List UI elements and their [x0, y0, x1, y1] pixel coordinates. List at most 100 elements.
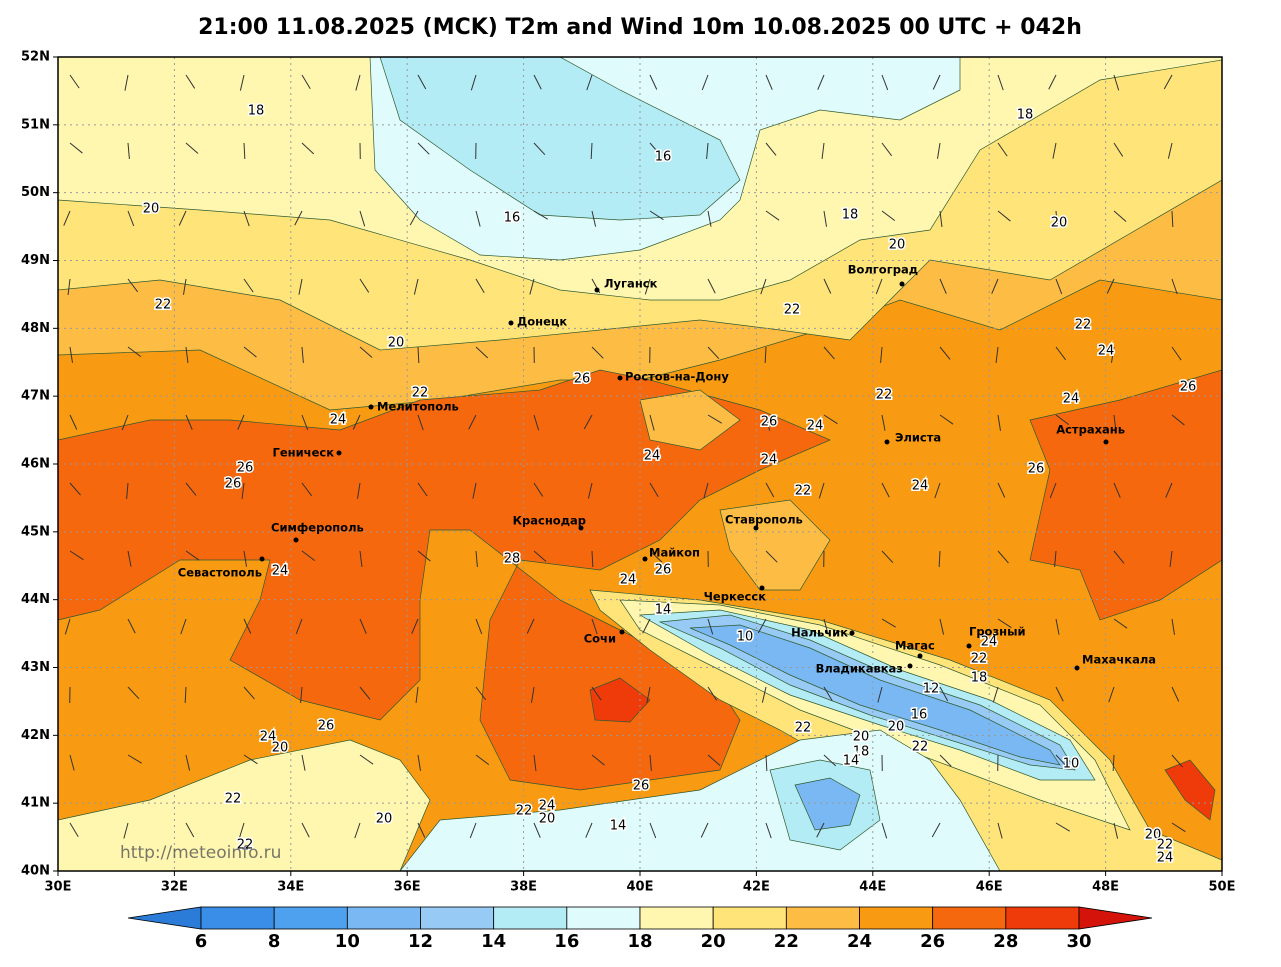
x-tick-label: 48E — [1092, 880, 1119, 895]
contour-label: 20 — [272, 741, 289, 756]
contour-label: 26 — [761, 415, 778, 430]
colorbar-label: 6 — [195, 931, 208, 952]
contour-label: 26 — [655, 563, 672, 578]
colorbar-box — [421, 907, 494, 929]
city-dot — [260, 557, 265, 562]
city-label: Махачкала — [1082, 653, 1156, 667]
y-tick-label: 43N — [21, 660, 50, 675]
title: 21:00 11.08.2025 (MCK) T2m and Wind 10m … — [198, 15, 1082, 40]
contour-label: 22 — [155, 298, 172, 313]
city-label: Мелитополь — [377, 400, 459, 414]
city-label: Ставрополь — [725, 513, 803, 527]
contour-label: 26 — [633, 779, 650, 794]
colorbar-box — [933, 907, 1006, 929]
contour-label: 26 — [1028, 462, 1045, 477]
y-tick-label: 44N — [21, 592, 50, 607]
colorbar-label: 22 — [774, 931, 799, 952]
y-tick-label: 50N — [21, 185, 50, 200]
city-label: Луганск — [604, 277, 658, 291]
colorbar-box — [713, 907, 786, 929]
city-label: Симферополь — [271, 521, 364, 535]
contour-label: 24 — [330, 413, 347, 428]
city-label: Краснодар — [513, 514, 586, 528]
watermark: http://meteoinfo.ru — [120, 843, 281, 863]
contour-label: 14 — [655, 603, 672, 618]
city-label: Владикавказ — [816, 662, 903, 676]
city-label: Элиста — [895, 431, 941, 445]
city-label: Грозный — [969, 625, 1026, 639]
contour-label: 20 — [1051, 216, 1068, 231]
contour-label: 14 — [610, 819, 627, 834]
y-tick-label: 41N — [21, 796, 50, 811]
contour-label: 22 — [1075, 318, 1092, 333]
city-label: Ростов-на-Дону — [625, 370, 729, 384]
colorbar-label: 12 — [408, 931, 433, 952]
x-tick-label: 40E — [627, 880, 654, 895]
contour-label: 24 — [761, 453, 778, 468]
y-tick-label: 40N — [21, 864, 50, 879]
contour-label: 26 — [225, 477, 242, 492]
x-tick-label: 30E — [45, 880, 72, 895]
city-label: Волгоград — [848, 263, 918, 277]
colorbar-box — [860, 907, 933, 929]
city-label: Магас — [895, 639, 935, 653]
colorbar-label: 30 — [1066, 931, 1091, 952]
contour-label: 22 — [795, 484, 812, 499]
contour-label: 16 — [911, 708, 928, 723]
contour-label: 20 — [888, 720, 905, 735]
city-dot — [369, 405, 374, 410]
city-dot — [620, 630, 625, 635]
colorbar-label: 18 — [627, 931, 652, 952]
contour-label: 18 — [248, 104, 265, 119]
x-tick-label: 44E — [859, 880, 886, 895]
contour-label: 24 — [1063, 392, 1080, 407]
city-dot — [337, 451, 342, 456]
city-dot — [850, 631, 855, 636]
colorbar-over — [1079, 907, 1152, 929]
colorbar-label: 10 — [335, 931, 360, 952]
city-dot — [294, 538, 299, 543]
contour-label: 22 — [412, 386, 429, 401]
x-tick-label: 36E — [394, 880, 421, 895]
contour-label: 24 — [272, 564, 289, 579]
contour-label: 22 — [784, 303, 801, 318]
colorbar-box — [1006, 907, 1079, 929]
contour-label: 20 — [889, 238, 906, 253]
contour-label: 24 — [912, 479, 929, 494]
contour-label: 22 — [225, 792, 242, 807]
contour-label: 10 — [737, 630, 754, 645]
city-label: Сочи — [584, 632, 616, 646]
colorbar-box — [786, 907, 859, 929]
y-tick-label: 52N — [21, 50, 50, 65]
city-dot — [885, 440, 890, 445]
y-tick-label: 45N — [21, 524, 50, 539]
contour-label: 24 — [620, 573, 637, 588]
contour-label: 16 — [504, 211, 521, 226]
contour-label: 22 — [912, 740, 929, 755]
contour-label: 24 — [1098, 344, 1115, 359]
colorbar-box — [494, 907, 567, 929]
city-label: Геническ — [273, 446, 335, 460]
city-dot — [967, 644, 972, 649]
contour-label: 16 — [655, 150, 672, 165]
contour-label: 22 — [876, 388, 893, 403]
colorbar-box — [347, 907, 420, 929]
contour-label: 18 — [1017, 108, 1034, 123]
city-label: Севастополь — [178, 566, 262, 580]
x-tick-label: 32E — [161, 880, 188, 895]
x-tick-label: 50E — [1209, 880, 1236, 895]
contour-label: 20 — [376, 812, 393, 827]
colorbar-label: 24 — [847, 931, 872, 952]
city-dot — [643, 557, 648, 562]
colorbar-box — [567, 907, 640, 929]
city-dot — [1075, 666, 1080, 671]
x-tick-label: 34E — [277, 880, 304, 895]
city-dot — [900, 282, 905, 287]
x-tick-label: 42E — [743, 880, 770, 895]
contour-label: 22 — [971, 652, 988, 667]
city-label: Черкесск — [704, 590, 767, 604]
contour-label: 26 — [1180, 380, 1197, 395]
colorbar-under — [128, 907, 201, 929]
contour-label: 20 — [143, 202, 160, 217]
